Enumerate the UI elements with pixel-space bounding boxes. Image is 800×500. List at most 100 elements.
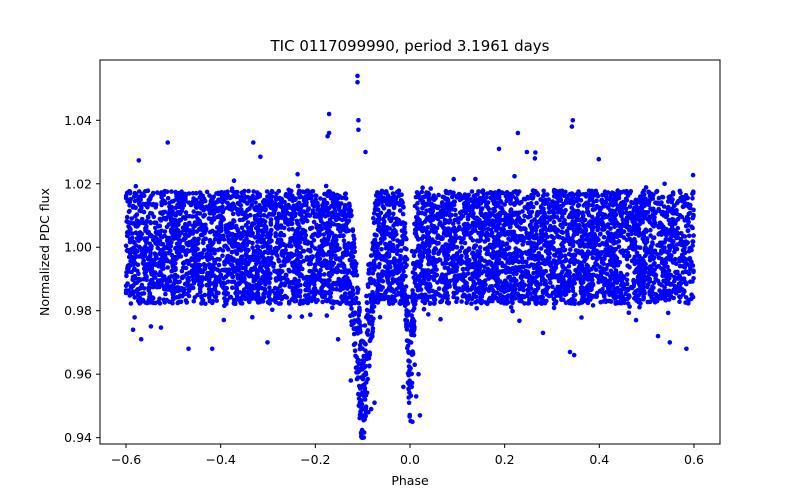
data-point [408, 329, 414, 334]
data-point [623, 196, 629, 202]
data-point [543, 282, 549, 287]
data-point [157, 301, 163, 306]
data-point [422, 211, 428, 217]
data-point [299, 314, 305, 319]
data-point [263, 290, 268, 295]
data-point [362, 323, 368, 328]
data-point [575, 249, 580, 255]
data-point [629, 231, 634, 237]
data-point [380, 278, 386, 284]
data-point [335, 193, 341, 198]
data-point [454, 299, 459, 305]
data-point [323, 214, 328, 219]
data-point [196, 256, 202, 262]
data-point [321, 232, 327, 237]
data-point [385, 279, 391, 284]
data-point [220, 253, 225, 259]
data-point [533, 150, 538, 155]
data-point [673, 231, 678, 236]
data-point [626, 213, 631, 219]
data-point [423, 234, 429, 240]
data-point [126, 254, 132, 260]
data-point [391, 211, 396, 217]
data-point [216, 290, 221, 296]
data-point [606, 205, 611, 211]
data-point [419, 292, 424, 298]
data-point [485, 301, 490, 307]
data-point [230, 211, 236, 217]
data-point [406, 364, 412, 369]
data-point [356, 396, 362, 401]
data-point [296, 183, 301, 189]
data-point [453, 212, 458, 218]
data-point [169, 227, 174, 232]
data-point [407, 367, 412, 373]
data-point [192, 295, 198, 300]
data-point [640, 220, 645, 225]
data-point [438, 316, 443, 322]
data-point [265, 200, 271, 205]
data-point [690, 225, 695, 231]
data-point [474, 306, 480, 311]
data-point [190, 191, 196, 196]
data-point [562, 253, 568, 259]
data-point [250, 285, 256, 291]
data-point [206, 286, 212, 292]
data-point [200, 195, 206, 200]
data-point [301, 276, 307, 281]
data-point [357, 346, 363, 352]
data-point [143, 269, 149, 275]
data-point [382, 264, 388, 270]
data-point [521, 287, 526, 293]
data-point [657, 288, 662, 293]
data-point [682, 250, 688, 256]
data-point [481, 196, 487, 201]
data-point [647, 214, 652, 220]
data-point [186, 288, 192, 294]
data-point [215, 256, 220, 262]
data-point [477, 245, 483, 250]
data-point [334, 286, 340, 292]
data-point [355, 285, 360, 291]
data-point [291, 291, 296, 297]
data-point [198, 191, 203, 196]
data-point [365, 328, 371, 333]
data-point [182, 232, 188, 238]
data-point [230, 285, 235, 291]
data-point [683, 223, 689, 229]
data-point [268, 249, 274, 254]
data-point [485, 200, 491, 205]
data-point [203, 301, 208, 307]
data-point [476, 280, 482, 286]
data-point [385, 251, 390, 256]
data-point [508, 201, 513, 206]
data-point [473, 176, 478, 182]
data-point [288, 236, 293, 241]
data-point [322, 191, 327, 197]
data-point [141, 209, 147, 215]
data-point [667, 248, 672, 254]
data-point [504, 241, 510, 246]
data-point [548, 280, 553, 285]
data-point [362, 392, 367, 398]
data-point [560, 263, 565, 268]
data-point [359, 338, 365, 344]
data-point [390, 191, 396, 196]
data-point [204, 189, 210, 195]
data-point [165, 195, 171, 201]
data-point [601, 234, 607, 240]
data-point [465, 271, 471, 276]
data-point [136, 189, 142, 194]
data-point [631, 208, 636, 213]
data-point [631, 281, 637, 286]
data-point [578, 260, 583, 266]
data-point [492, 208, 498, 213]
data-point [575, 203, 581, 208]
data-point [356, 300, 362, 306]
data-point [608, 217, 613, 223]
data-point [456, 220, 461, 225]
data-point [586, 240, 592, 246]
data-point [161, 246, 167, 251]
data-point [381, 206, 387, 211]
data-point [311, 219, 317, 225]
